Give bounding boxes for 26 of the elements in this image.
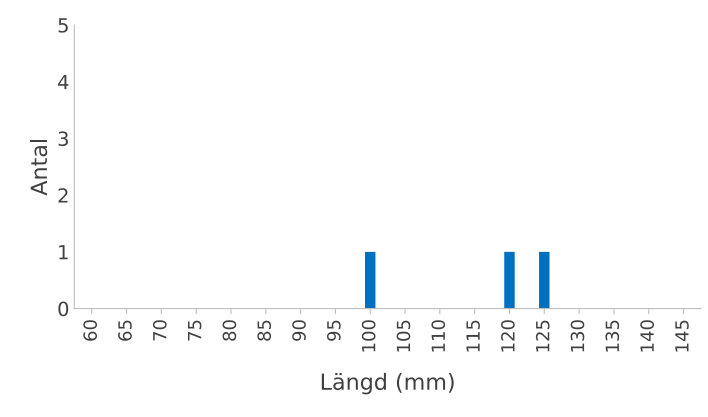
x-tick-label: 120 bbox=[501, 320, 515, 352]
x-tick-label: 110 bbox=[431, 320, 446, 352]
x-tick-label: 135 bbox=[605, 320, 620, 352]
y-tick-label: 3 bbox=[58, 131, 68, 146]
y-tick-label: 4 bbox=[58, 74, 68, 90]
x-tick-label: 90 bbox=[292, 320, 306, 341]
x-tick-label: 65 bbox=[118, 320, 132, 341]
y-tick-label: 2 bbox=[58, 188, 68, 203]
x-tick-label: 105 bbox=[396, 320, 410, 352]
y-axis-title: Antal bbox=[30, 140, 48, 196]
x-tick-label: 80 bbox=[222, 320, 236, 341]
x-tick-label: 115 bbox=[466, 320, 480, 352]
x-tick-label: 85 bbox=[257, 320, 272, 341]
y-tick-label: 0 bbox=[58, 302, 68, 316]
y-tick-label: 1 bbox=[59, 245, 68, 260]
x-tick-label: 125 bbox=[536, 320, 550, 352]
x-tick-label: 145 bbox=[675, 320, 689, 352]
x-tick-label: 140 bbox=[640, 320, 654, 352]
x-tick-label: 70 bbox=[152, 320, 167, 340]
x-tick-label: 75 bbox=[188, 320, 202, 340]
x-tick-label: 130 bbox=[570, 320, 584, 352]
x-tick-label: 100 bbox=[362, 320, 376, 352]
x-axis-title: Längd (mm) bbox=[322, 372, 454, 394]
y-tick-label: 5 bbox=[58, 18, 68, 33]
x-tick-label: 95 bbox=[326, 320, 341, 341]
x-tick-label: 60 bbox=[83, 320, 97, 341]
